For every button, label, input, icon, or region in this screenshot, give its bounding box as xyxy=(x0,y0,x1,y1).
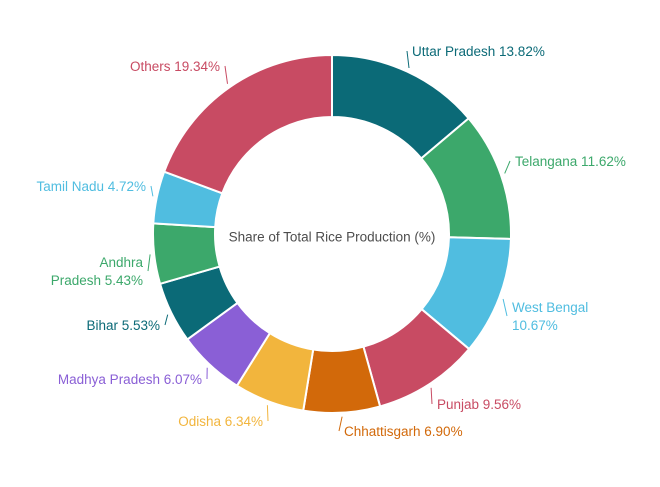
label-leader-tamil-nadu xyxy=(150,185,154,197)
slice-label-tamil-nadu: Tamil Nadu 4.72% xyxy=(36,179,146,194)
slice-label-chhattisgarh: Chhattisgarh 6.90% xyxy=(344,424,463,439)
label-leader-andhra-pradesh xyxy=(147,254,151,272)
label-leader-others xyxy=(224,65,228,84)
donut-slice-others[interactable] xyxy=(163,54,333,195)
label-leader-bihar xyxy=(164,314,169,326)
slice-label-punjab: Punjab 9.56% xyxy=(437,397,521,412)
chart-center-title: Share of Total Rice Production (%) xyxy=(229,230,436,245)
label-leader-west-bengal xyxy=(502,298,508,317)
label-leader-punjab xyxy=(430,387,433,405)
slice-label-odisha: Odisha 6.34% xyxy=(178,414,263,429)
label-leader-lines-group xyxy=(147,50,511,432)
slice-label-telangana: Telangana 11.62% xyxy=(515,154,626,169)
label-leader-telangana xyxy=(504,160,511,174)
slice-label-bihar: Bihar 5.53% xyxy=(86,318,160,333)
label-leader-odisha xyxy=(266,405,269,422)
label-leader-chhattisgarh xyxy=(338,416,343,432)
slice-label-madhya-pradesh: Madhya Pradesh 6.07% xyxy=(58,372,202,387)
slice-label-andhra-pradesh: Andhra Pradesh 5.43% xyxy=(51,255,144,288)
donut-slices-group xyxy=(151,54,512,414)
slice-label-others: Others 19.34% xyxy=(130,59,220,74)
slice-label-west-bengal: West Bengal 10.67% xyxy=(512,300,588,333)
slice-label-uttar-pradesh: Uttar Pradesh 13.82% xyxy=(412,44,545,59)
label-leader-uttar-pradesh xyxy=(406,50,410,69)
slice-labels-group: Uttar Pradesh 13.82% Telangana 11.62% West… xyxy=(36,44,625,439)
